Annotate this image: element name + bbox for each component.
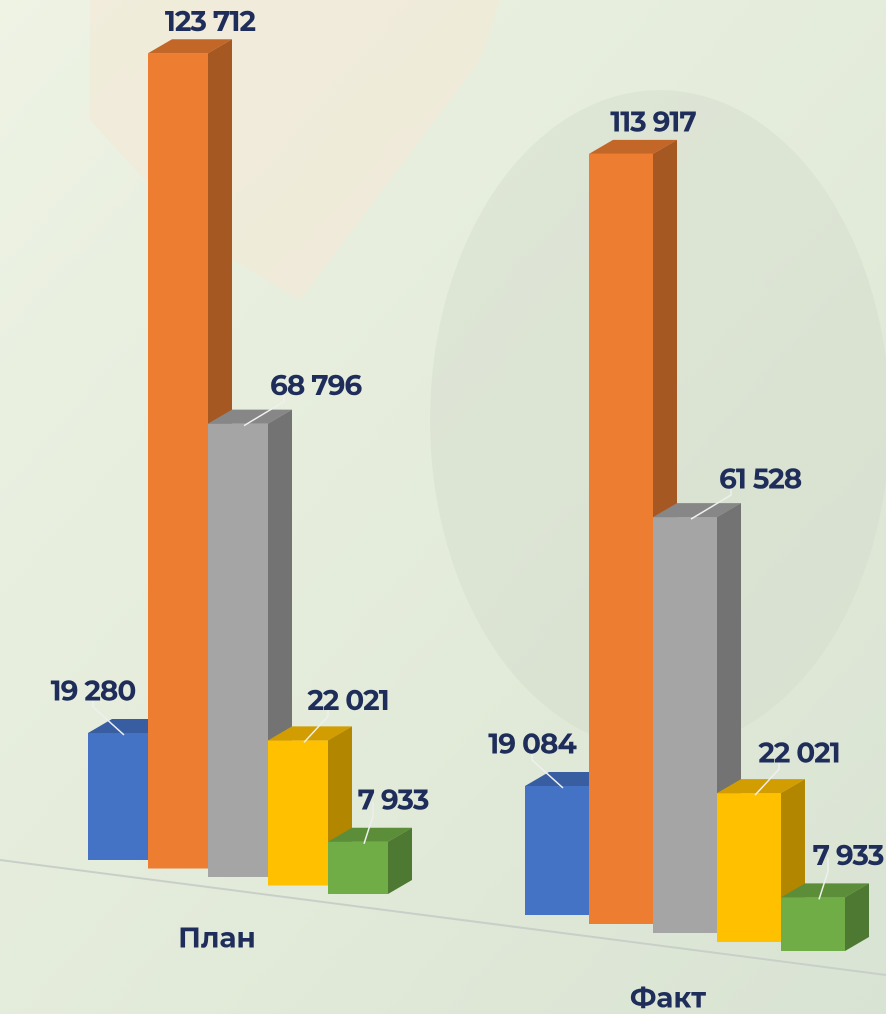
bar-top xyxy=(328,827,412,842)
category-label: Факт xyxy=(630,982,706,1014)
bar-top xyxy=(268,726,352,741)
value-label: 68 796 xyxy=(270,369,362,403)
bar xyxy=(148,53,208,869)
bar xyxy=(653,517,717,933)
leader-line xyxy=(754,755,780,796)
leader-line xyxy=(531,745,564,789)
category-label: План xyxy=(178,922,256,956)
bar xyxy=(781,897,845,951)
value-label: 61 528 xyxy=(719,463,802,497)
bar-top xyxy=(717,779,805,794)
bar-side xyxy=(388,827,412,894)
leader-line xyxy=(303,702,329,743)
value-label: 7 933 xyxy=(358,783,429,817)
bar-top xyxy=(148,39,232,54)
bar-top xyxy=(781,883,869,898)
leader-line xyxy=(363,801,374,844)
bar-side xyxy=(845,883,869,951)
value-label: 19 084 xyxy=(488,728,577,762)
value-label: 19 280 xyxy=(51,674,136,708)
bar xyxy=(525,785,589,915)
bar xyxy=(589,153,653,924)
value-label: 7 933 xyxy=(813,839,884,873)
bar xyxy=(328,841,388,894)
floor-line xyxy=(0,859,886,976)
leader-line xyxy=(690,481,732,520)
leader-line xyxy=(243,387,285,427)
bar xyxy=(717,793,781,942)
bar-top xyxy=(589,139,677,154)
leader-line xyxy=(92,692,125,736)
value-label: 22 021 xyxy=(307,684,388,718)
bar-top xyxy=(208,409,292,424)
bar xyxy=(268,740,328,886)
leader-line xyxy=(818,857,829,900)
bar xyxy=(88,732,148,860)
value-label: 22 021 xyxy=(758,737,839,771)
value-label: 113 917 xyxy=(610,105,696,139)
bar-top xyxy=(653,503,741,518)
bar xyxy=(208,423,268,877)
value-label: 123 712 xyxy=(165,5,256,39)
